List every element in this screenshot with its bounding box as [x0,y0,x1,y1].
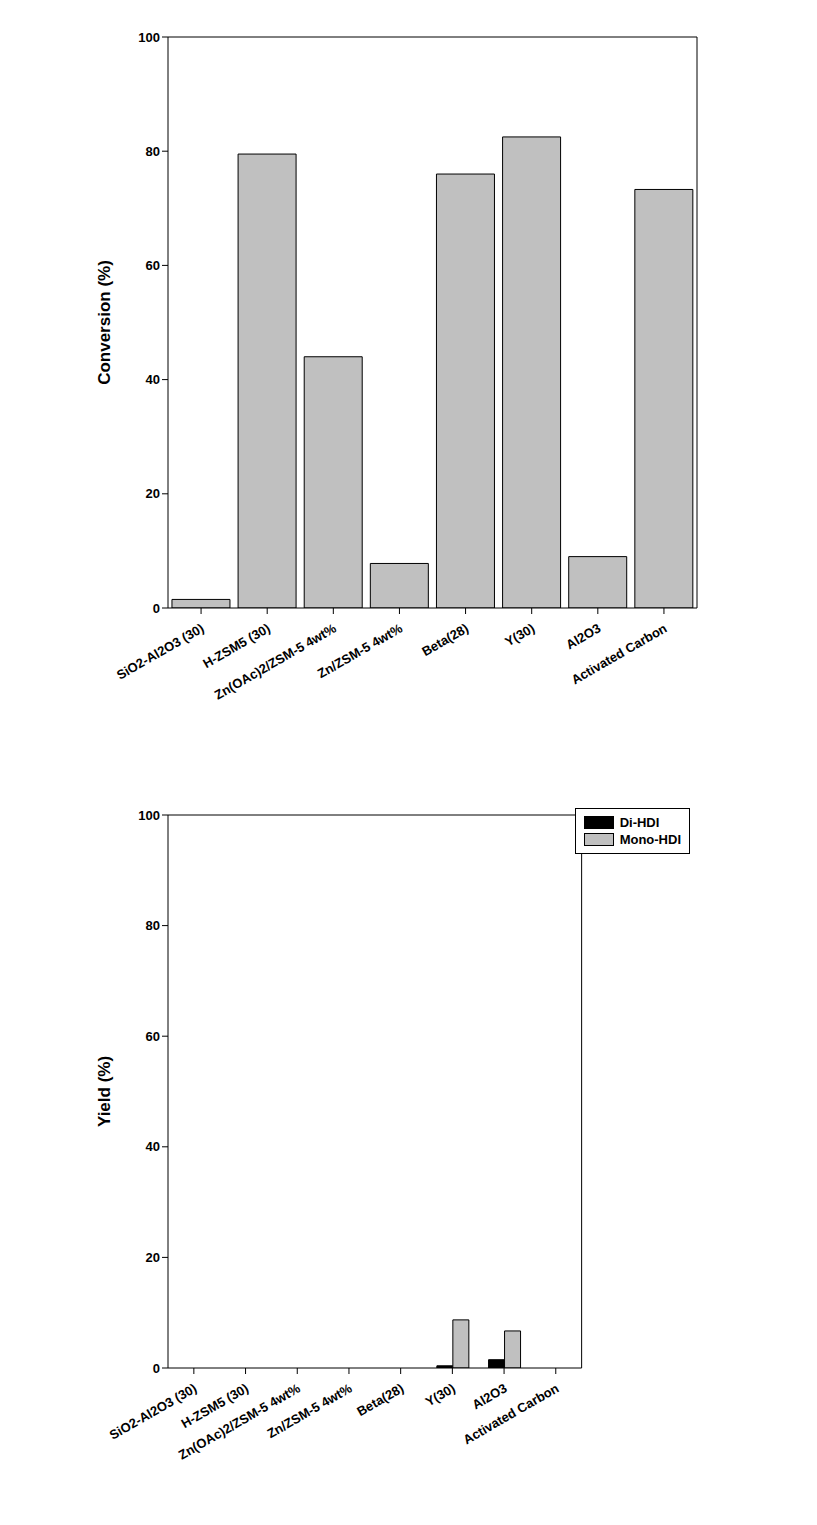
svg-text:20: 20 [146,486,160,501]
svg-text:40: 40 [146,1139,160,1154]
svg-text:Al2O3: Al2O3 [470,1381,510,1413]
svg-text:0: 0 [153,601,160,616]
svg-text:Yield (%): Yield (%) [95,1056,114,1127]
svg-text:Activated Carbon: Activated Carbon [461,1381,562,1448]
html-text:Di-HDI: Di-HDI [619,815,660,830]
svg-text:60: 60 [146,258,160,273]
svg-text:100: 100 [138,808,160,823]
svg-text:0: 0 [153,1361,160,1376]
svg-text:Zn(OAc)2/ZSM-5 4wt%: Zn(OAc)2/ZSM-5 4wt% [212,620,339,702]
svg-text:SiO2-Al2O3 (30): SiO2-Al2O3 (30) [107,1381,200,1443]
svg-text:80: 80 [146,918,160,933]
svg-text:Beta(28): Beta(28) [419,621,471,660]
svg-text:Y(30): Y(30) [423,1381,458,1410]
svg-text:H-ZSM5 (30): H-ZSM5 (30) [200,620,273,672]
svg-text:Y(30): Y(30) [502,621,537,650]
html-text:Mono-HDI: Mono-HDI [619,832,681,847]
svg-text:60: 60 [146,1029,160,1044]
svg-text:Beta(28): Beta(28) [354,1381,406,1420]
svg-text:Al2O3: Al2O3 [563,621,603,653]
svg-text:Zn(OAc)2/ZSM-5 4wt%: Zn(OAc)2/ZSM-5 4wt% [175,1380,303,1463]
svg-text:40: 40 [146,372,160,387]
svg-text:Zn/ZSM-5 4wt%: Zn/ZSM-5 4wt% [315,620,405,681]
svg-text:SiO2-Al2O3 (30): SiO2-Al2O3 (30) [114,621,207,683]
svg-text:Conversion (%): Conversion (%) [95,260,114,385]
svg-text:Activated Carbon: Activated Carbon [569,621,670,688]
svg-text:H-ZSM5 (30): H-ZSM5 (30) [178,1380,252,1432]
svg-text:100: 100 [138,30,160,45]
svg-text:20: 20 [146,1250,160,1265]
svg-text:Zn/ZSM-5 4wt%: Zn/ZSM-5 4wt% [264,1380,354,1441]
svg-text:80: 80 [146,144,160,159]
